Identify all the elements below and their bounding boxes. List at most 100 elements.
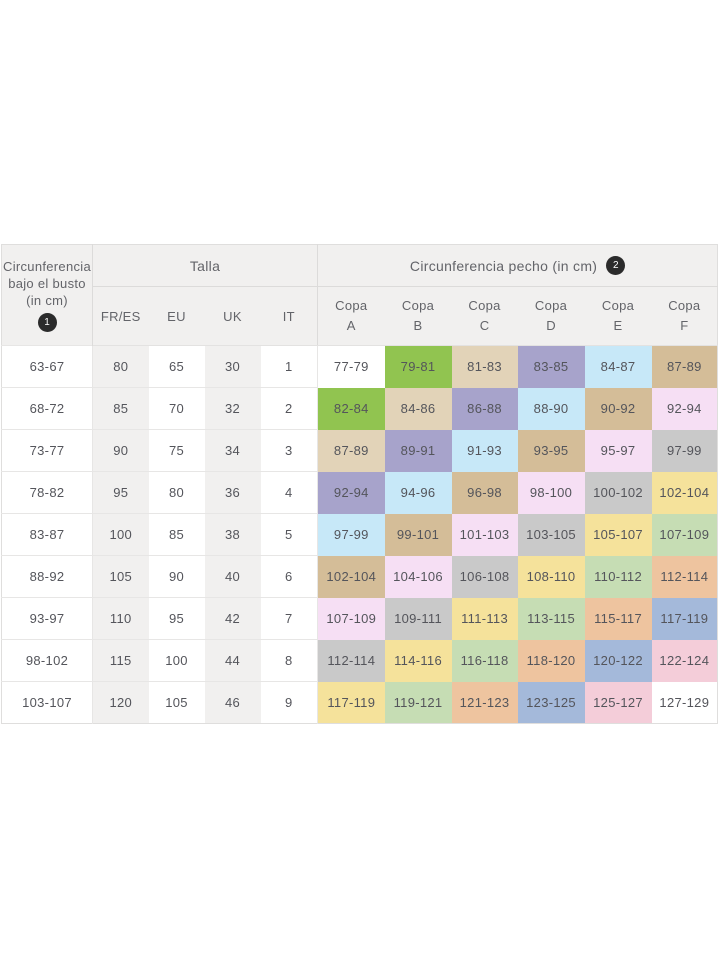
- cup-cell: 92-94: [651, 387, 718, 430]
- table-row: 83-87 100 85 38 5 97-99 99-101 101-103 1…: [1, 513, 718, 556]
- col-header-copa-f: Copa F: [651, 286, 718, 346]
- cup-cell: 116-118: [451, 639, 518, 682]
- talla-header: Talla: [92, 244, 318, 287]
- size-cell-eu: 75: [148, 429, 205, 472]
- cup-cell: 90-92: [584, 387, 652, 430]
- table-row: 78-82 95 80 36 4 92-94 94-96 96-98 98-10…: [1, 471, 718, 514]
- size-cell-fr-es: 85: [92, 387, 149, 430]
- table-row: 93-97 110 95 42 7 107-109 109-111 111-11…: [1, 597, 718, 640]
- cup-cell: 121-123: [451, 681, 518, 724]
- cup-cell: 112-114: [651, 555, 718, 598]
- size-cell-uk: 38: [204, 513, 261, 556]
- size-cell-it: 1: [260, 345, 319, 388]
- cup-cell: 110-112: [584, 555, 652, 598]
- cup-cell: 87-89: [651, 345, 718, 388]
- cup-cell: 107-109: [651, 513, 718, 556]
- size-cell-fr-es: 80: [92, 345, 149, 388]
- underbust-cell: 68-72: [1, 387, 93, 430]
- cup-cell: 102-104: [651, 471, 718, 514]
- size-chart-section: Circunferencia bajo el busto (in cm) 1 T…: [1, 244, 719, 724]
- cup-cell: 92-94: [317, 471, 385, 514]
- cup-cell: 91-93: [451, 429, 518, 472]
- cup-cell: 98-100: [517, 471, 585, 514]
- table-row: 98-102 115 100 44 8 112-114 114-116 116-…: [1, 639, 718, 682]
- size-cell-uk: 42: [204, 597, 261, 640]
- table-row: 73-77 90 75 34 3 87-89 89-91 91-93 93-95…: [1, 429, 718, 472]
- size-cell-eu: 65: [148, 345, 205, 388]
- size-cell-fr-es: 120: [92, 681, 149, 724]
- cup-cell: 88-90: [517, 387, 585, 430]
- cup-word: Copa: [668, 298, 701, 313]
- cup-word: Copa: [335, 298, 368, 313]
- bra-size-table: Circunferencia bajo el busto (in cm) 1 T…: [1, 244, 719, 724]
- cup-letter: E: [613, 318, 623, 333]
- underbust-cell: 93-97: [1, 597, 93, 640]
- cup-cell: 113-115: [517, 597, 585, 640]
- cup-cell: 123-125: [517, 681, 585, 724]
- size-cell-it: 4: [260, 471, 319, 514]
- size-cell-uk: 34: [204, 429, 261, 472]
- cup-word: Copa: [601, 298, 635, 313]
- cup-cell: 119-121: [384, 681, 452, 724]
- cup-cell: 127-129: [651, 681, 718, 724]
- cup-cell: 100-102: [584, 471, 652, 514]
- col-header-copa-e: Copa E: [584, 286, 652, 346]
- cup-cell: 82-84: [317, 387, 385, 430]
- cup-cell: 77-79: [317, 345, 385, 388]
- cup-cell: 104-106: [384, 555, 452, 598]
- size-cell-eu: 85: [148, 513, 205, 556]
- cup-cell: 117-119: [317, 681, 385, 724]
- size-cell-eu: 95: [148, 597, 205, 640]
- table-row: 68-72 85 70 32 2 82-84 84-86 86-88 88-90…: [1, 387, 718, 430]
- underbust-cell: 73-77: [1, 429, 93, 472]
- size-cell-it: 5: [260, 513, 319, 556]
- cup-cell: 108-110: [517, 555, 585, 598]
- cup-cell: 107-109: [317, 597, 385, 640]
- size-cell-fr-es: 95: [92, 471, 149, 514]
- cup-cell: 86-88: [451, 387, 518, 430]
- size-cell-uk: 44: [204, 639, 261, 682]
- underbust-cell: 63-67: [1, 345, 93, 388]
- cup-cell: 106-108: [451, 555, 518, 598]
- pecho-header: Circunferencia pecho (in cm) 2: [317, 244, 718, 287]
- col-header-copa-b: Copa B: [384, 286, 452, 346]
- size-cell-it: 6: [260, 555, 319, 598]
- cup-cell: 117-119: [651, 597, 718, 640]
- size-cell-fr-es: 110: [92, 597, 149, 640]
- cup-cell: 83-85: [517, 345, 585, 388]
- col-header-fr-es: FR/ES: [92, 286, 149, 346]
- cup-cell: 87-89: [317, 429, 385, 472]
- col-header-eu: EU: [148, 286, 205, 346]
- table-row: 88-92 105 90 40 6 102-104 104-106 106-10…: [1, 555, 718, 598]
- cup-cell: 84-87: [584, 345, 652, 388]
- cup-cell: 97-99: [317, 513, 385, 556]
- cup-cell: 120-122: [584, 639, 652, 682]
- size-cell-eu: 105: [148, 681, 205, 724]
- cup-cell: 105-107: [584, 513, 652, 556]
- cup-word: Copa: [468, 298, 501, 313]
- cup-letter: B: [413, 318, 423, 333]
- cup-letter: A: [346, 318, 356, 333]
- size-cell-fr-es: 105: [92, 555, 149, 598]
- cup-cell: 93-95: [517, 429, 585, 472]
- size-cell-uk: 40: [204, 555, 261, 598]
- size-cell-it: 7: [260, 597, 319, 640]
- underbust-header-label: Circunferencia bajo el busto (in cm): [3, 259, 92, 308]
- size-cell-uk: 36: [204, 471, 261, 514]
- cup-cell: 122-124: [651, 639, 718, 682]
- size-cell-eu: 100: [148, 639, 205, 682]
- size-cell-it: 9: [260, 681, 319, 724]
- cup-cell: 109-111: [384, 597, 452, 640]
- size-cell-it: 8: [260, 639, 319, 682]
- size-cell-eu: 70: [148, 387, 205, 430]
- pecho-header-label: Circunferencia pecho (in cm): [409, 257, 598, 274]
- badge-2-icon: 2: [606, 256, 626, 275]
- cup-cell: 79-81: [384, 345, 452, 388]
- col-header-uk: UK: [204, 286, 261, 346]
- table-row: 63-67 80 65 30 1 77-79 79-81 81-83 83-85…: [1, 345, 718, 388]
- cup-cell: 97-99: [651, 429, 718, 472]
- col-header-copa-c: Copa C: [451, 286, 518, 346]
- cup-letter: C: [479, 318, 490, 333]
- underbust-cell: 78-82: [1, 471, 93, 514]
- cup-cell: 125-127: [584, 681, 652, 724]
